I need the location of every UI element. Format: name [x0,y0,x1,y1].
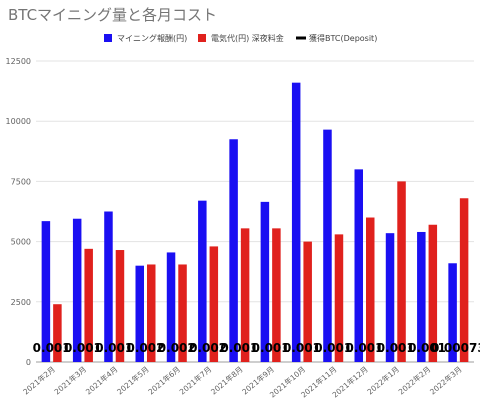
legend-swatch [104,34,112,42]
y-tick-label: 12500 [6,57,31,66]
legend-label: 電気代(円) 深夜料金 [211,33,284,43]
bar-electricity-cost [147,264,156,362]
legend-label: マイニング報酬(円) [117,33,187,43]
bar-electricity-cost [272,228,281,362]
bar-mining-reward [198,200,207,362]
bar-electricity-cost [240,228,250,362]
deposit-label: 0.001 [314,341,352,355]
y-tick-label: 0 [26,358,31,367]
x-tick-label: 2021年4月 [83,364,119,397]
deposit-labels: 0.0010.0010.0010.0020.0020.0020.0010.001… [33,341,480,355]
x-tick-label: 2021年5月 [115,364,151,397]
bar-mining-reward [135,265,144,362]
legend-swatch-deposit [296,36,306,40]
y-tick-label: 7500 [11,177,31,186]
bar-electricity-cost [366,217,375,362]
bar-mining-reward [104,211,113,362]
deposit-label: 0.001 [64,341,102,355]
bar-mining-reward [417,231,426,362]
x-tick-label: 2021年3月 [52,364,88,397]
bar-mining-reward [166,252,176,362]
bar-electricity-cost [303,241,312,362]
x-tick-label: 2022年1月 [365,364,401,397]
bar-mining-reward [323,129,332,362]
y-axis-ticks: 0 2500 5000 7500 10000 12500 [6,57,31,367]
bar-mining-reward [41,221,51,362]
deposit-label: 0.001 [346,341,384,355]
x-tick-label: 2022年3月 [427,364,463,397]
bar-electricity-cost [84,248,93,362]
bar-electricity-cost [115,250,125,362]
chart-title: BTCマイニング量と各月コスト [8,6,218,24]
x-tick-label: 2021年2月 [21,364,57,397]
deposit-label: 0.001 [252,341,290,355]
deposit-label: 0.001 [283,341,321,355]
bar-electricity-cost [428,224,438,362]
bar-mining-reward [72,218,82,362]
bars [41,82,469,362]
deposit-label: 0.002 [189,341,227,355]
x-tick-label: 2021年8月 [208,364,244,397]
deposit-label: 0.001 [377,341,415,355]
y-tick-label: 5000 [11,238,31,247]
x-tick-label: 2022年2月 [396,364,432,397]
deposit-label: 0.001 [95,341,133,355]
bar-mining-reward [260,201,270,362]
bar-electricity-cost [334,234,344,362]
bar-mining-reward [354,169,363,362]
bar-electricity-cost [53,304,62,362]
deposit-label: 0.002 [127,341,165,355]
deposit-label: 0.001 [220,341,258,355]
deposit-label: 0.002 [158,341,196,355]
x-axis-ticks: 2021年2月2021年3月2021年4月2021年5月2021年6月2021年… [21,364,464,400]
legend-swatch [198,34,206,42]
gridlines [36,60,474,363]
bar-mining-reward [291,82,301,362]
legend-label: 獲得BTC(Deposit) [309,33,377,43]
bar-electricity-cost [209,246,219,362]
deposit-label: 0.001 [33,341,71,355]
bar-electricity-cost [459,198,469,362]
bar-mining-reward [229,139,238,362]
deposit-label: 0.001 [408,341,446,355]
y-tick-label: 10000 [6,117,31,126]
x-tick-label: 2021年6月 [146,364,182,397]
legend: マイニング報酬(円) 電気代(円) 深夜料金 獲得BTC(Deposit) [104,33,377,43]
bar-mining-reward [448,263,457,362]
bar-mining-reward [385,233,395,362]
x-tick-label: 2021年7月 [177,364,213,397]
deposit-label: 0.00073 [431,341,480,355]
y-tick-label: 2500 [11,298,31,307]
bar-electricity-cost [397,181,406,362]
bar-electricity-cost [178,264,187,362]
